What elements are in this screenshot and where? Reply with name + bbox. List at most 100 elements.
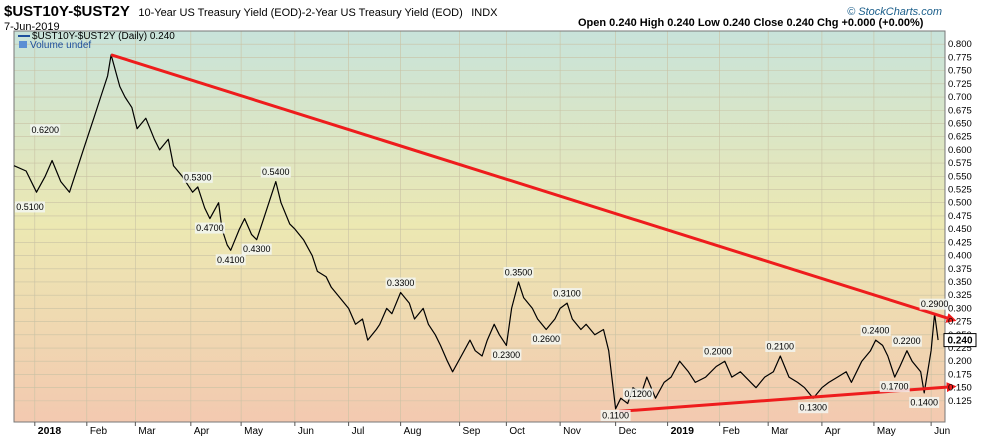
grid-lines xyxy=(14,31,945,422)
x-tick-label: Apr xyxy=(194,426,210,437)
data-label-text: 0.3300 xyxy=(387,278,415,288)
data-label-box xyxy=(860,325,891,337)
x-tick-label: Jun xyxy=(298,426,314,437)
series-layer xyxy=(13,54,939,410)
exchange-label: INDX xyxy=(471,7,498,19)
data-label: 0.1400 xyxy=(909,396,940,408)
data-label-box xyxy=(798,402,829,414)
data-label: 0.3300 xyxy=(385,277,416,289)
y-tick-label: 0.425 xyxy=(948,237,972,248)
plot-background xyxy=(14,31,945,422)
data-label-box xyxy=(891,335,922,347)
data-label: 0.5400 xyxy=(260,166,291,178)
data-label: 0.6200 xyxy=(30,124,61,136)
y-tick-label: 0.600 xyxy=(948,145,972,156)
last-value-marker: 0.240 xyxy=(943,333,977,348)
data-label: 0.2400 xyxy=(860,325,891,337)
legend: $UST10Y-$UST2Y (Daily) 0.240 Volume unde… xyxy=(18,31,175,51)
y-tick-label: 0.550 xyxy=(948,171,972,182)
x-tick-label: Aug xyxy=(404,426,422,437)
data-label-text: 0.1400 xyxy=(910,397,938,407)
volume-swatch xyxy=(19,41,27,48)
data-label-box xyxy=(600,410,631,421)
y-tick-label: 0.325 xyxy=(948,290,972,301)
x-tick-label: Jul xyxy=(352,426,365,437)
data-label-text: 0.1700 xyxy=(881,382,909,392)
y-tick-label: 0.400 xyxy=(948,251,972,262)
legend-volume: Volume undef xyxy=(30,40,91,51)
data-label: 0.2300 xyxy=(491,349,522,361)
data-label-box xyxy=(15,201,45,213)
data-label-box xyxy=(879,381,910,393)
data-label-text: 0.2400 xyxy=(862,326,890,336)
data-label-text: 0.2900 xyxy=(921,299,949,309)
x-tick-label: 2018 xyxy=(38,425,62,437)
y-tick-label: 0.475 xyxy=(948,211,972,222)
y-tick-label: 0.375 xyxy=(948,264,972,275)
x-tick-label: Sep xyxy=(463,426,481,437)
y-tick-label: 0.650 xyxy=(948,118,972,129)
data-label-box xyxy=(503,266,534,278)
y-tick-label: 0.525 xyxy=(948,185,972,196)
y-tick-label: 0.125 xyxy=(948,396,972,407)
data-label: 0.4300 xyxy=(241,243,272,255)
data-label-box xyxy=(215,254,246,266)
data-label-box xyxy=(765,340,796,352)
data-label-text: 0.3100 xyxy=(553,289,581,299)
x-tick-label: Oct xyxy=(509,426,525,437)
series-line xyxy=(13,54,939,410)
data-label-box xyxy=(260,166,291,178)
credit-text: © StockCharts.com xyxy=(847,6,942,18)
y-tick-label: 0.775 xyxy=(948,52,972,63)
data-label-box xyxy=(702,346,733,358)
data-label: 0.2600 xyxy=(531,333,562,345)
data-label-text: 0.4300 xyxy=(243,244,271,254)
data-label-box xyxy=(909,396,940,408)
stockcharts-credit: © StockCharts.com xyxy=(847,6,942,18)
x-axis: 2018 Feb Mar Apr May Jun Jul Aug Sep Oct Nov Dec 201… xyxy=(34,422,950,437)
data-label: 0.5100 xyxy=(15,201,45,213)
data-label: 0.1700 xyxy=(879,381,910,393)
data-label-text: 0.1300 xyxy=(799,403,827,413)
data-label-box xyxy=(194,222,225,234)
last-value-label: 0.240 xyxy=(947,336,972,347)
x-tick-label: Feb xyxy=(90,426,108,437)
x-tick-label: Jun xyxy=(934,426,950,437)
data-label-text: 0.2000 xyxy=(704,347,732,357)
data-label-text: 0.5100 xyxy=(16,202,44,212)
data-label-box xyxy=(623,388,654,400)
trendline-upper xyxy=(110,53,957,323)
x-tick-label: May xyxy=(244,426,263,437)
y-tick-label: 0.275 xyxy=(948,317,972,328)
x-tick-label: 2019 xyxy=(671,425,695,437)
data-label: 0.3100 xyxy=(552,288,583,300)
x-tick-label: May xyxy=(877,426,896,437)
y-tick-label: 0.750 xyxy=(948,66,972,77)
data-label-box xyxy=(919,298,950,310)
data-label-text: 0.1200 xyxy=(624,389,652,399)
data-label-text: 0.1100 xyxy=(602,411,629,421)
series-description: 10-Year US Treasury Yield (EOD)-2-Year U… xyxy=(138,7,462,19)
data-label: 0.1200 xyxy=(623,388,654,400)
data-label: 0.1100 xyxy=(600,410,631,421)
data-label: 0.5300 xyxy=(182,171,213,183)
data-label-text: 0.3500 xyxy=(505,267,533,277)
y-tick-label: 0.350 xyxy=(948,277,972,288)
data-label-box xyxy=(30,124,61,136)
data-label-box xyxy=(182,171,213,183)
data-label: 0.2100 xyxy=(765,340,796,352)
data-label-text: 0.6200 xyxy=(31,125,59,135)
date-label: 7-Jun-2019 xyxy=(4,21,60,33)
data-label-text: 0.5300 xyxy=(184,172,212,182)
data-label-box xyxy=(385,277,416,289)
y-tick-label: 0.675 xyxy=(948,105,972,116)
y-tick-label: 0.200 xyxy=(948,356,972,367)
plot-border xyxy=(13,30,946,423)
y-axis: 0.800 0.775 0.750 0.725 0.700 0.675 0.650 0.625… xyxy=(948,39,972,407)
y-tick-label: 0.175 xyxy=(948,369,972,380)
annotation-layer: 0.6200 0.5100 0.5300 0.4700 0.4100 0.5400 0.43… xyxy=(15,124,950,421)
data-label-text: 0.5400 xyxy=(262,167,290,177)
data-label-text: 0.2600 xyxy=(532,334,560,344)
data-label-text: 0.2200 xyxy=(893,336,921,346)
